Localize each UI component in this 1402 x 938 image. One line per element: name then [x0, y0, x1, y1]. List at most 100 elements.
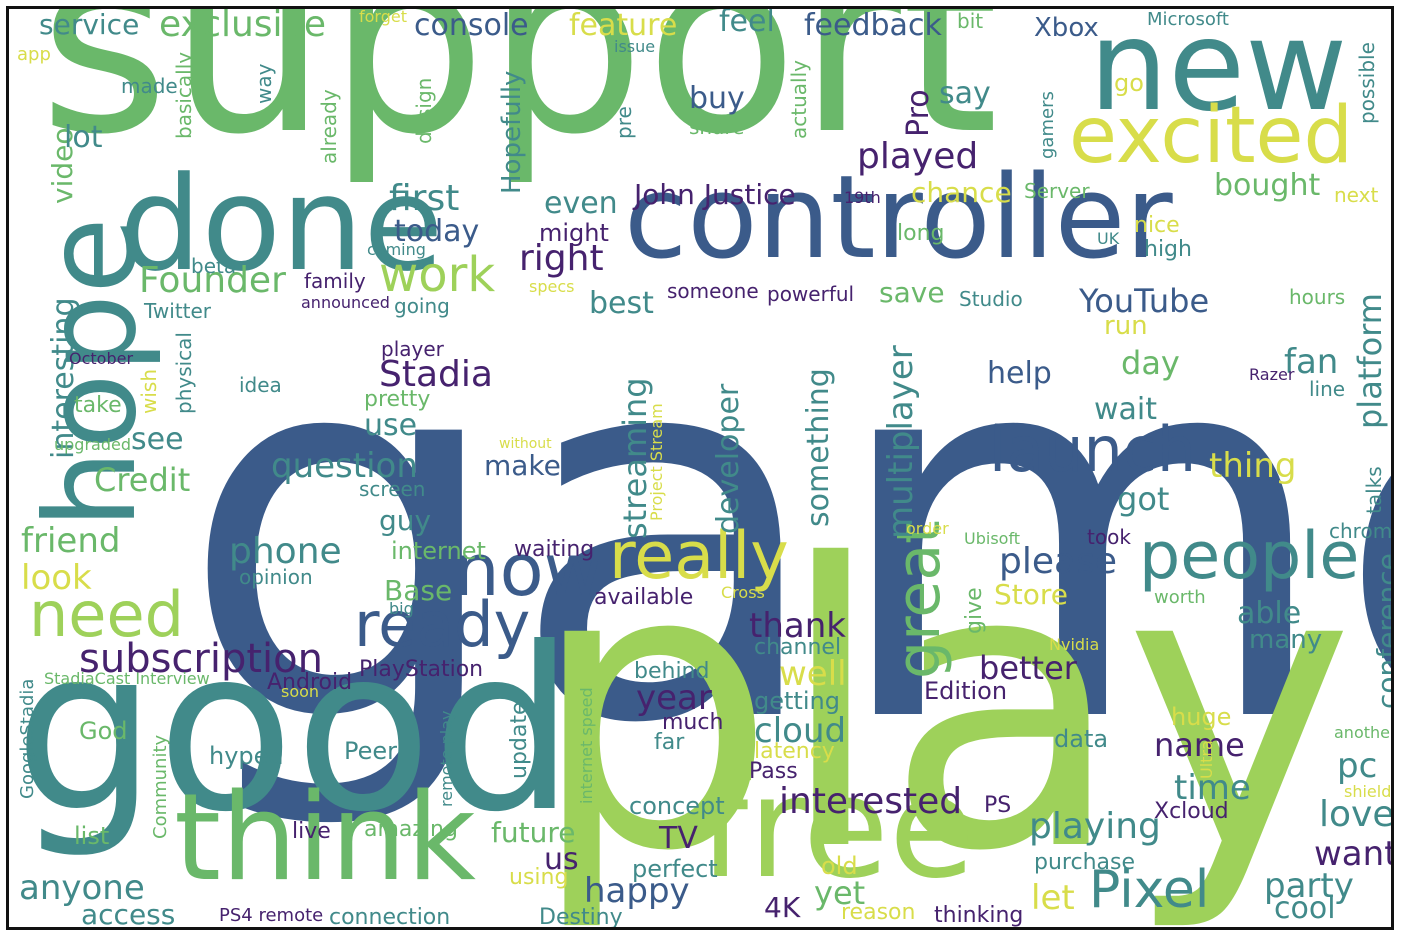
word-games: games: [179, 231, 1391, 837]
word-specs: specs: [529, 277, 575, 296]
word-cross: Cross: [721, 583, 765, 602]
word-family: family: [304, 269, 366, 293]
word-pass: Pass: [749, 759, 798, 784]
word-behind: behind: [634, 659, 710, 684]
word-wait: wait: [1094, 392, 1158, 427]
word-announced: announced: [301, 293, 390, 312]
word-gamers: gamers: [1037, 91, 1058, 159]
word-opinion: opinion: [239, 565, 313, 589]
word-ready: ready: [354, 588, 531, 661]
word-good: good: [14, 600, 575, 862]
word-buy: buy: [689, 81, 745, 116]
word-nvidia: Nvidia: [1049, 635, 1100, 654]
word-store: Store: [994, 578, 1069, 611]
word-without: without: [499, 436, 552, 452]
word-pc: pc: [1337, 746, 1378, 786]
word-waiting: waiting: [514, 537, 595, 562]
word-ps4-remote: PS4 remote: [219, 905, 324, 926]
word-4k: 4K: [764, 891, 801, 924]
word-talks: talks: [1362, 466, 1386, 514]
word-many: many: [1249, 625, 1323, 655]
word-see: see: [131, 422, 184, 457]
word-someone: someone: [667, 279, 759, 303]
word-googlestadia: GoogleStadia: [17, 678, 38, 799]
word-internet: internet: [391, 537, 486, 565]
word-huge: huge: [1171, 703, 1232, 731]
word-feedback: feedback: [804, 8, 942, 43]
word-twitter: Twitter: [144, 299, 212, 323]
word-able: able: [1237, 596, 1302, 631]
word-founder: Founder: [139, 260, 286, 301]
word-platform: platform: [1351, 293, 1389, 429]
word-basically: basically: [172, 51, 196, 139]
word-future: future: [491, 816, 576, 849]
word-issue: issue: [614, 37, 656, 56]
word-play: play: [529, 482, 1355, 930]
word-forget: forget: [359, 7, 407, 26]
word-right: right: [519, 238, 604, 279]
word-stadia: Stadia: [379, 354, 493, 395]
word-xbox: Xbox: [1034, 13, 1099, 43]
word-bought: bought: [1214, 168, 1321, 203]
word-another: another: [1334, 723, 1394, 742]
word-first: first: [389, 178, 460, 219]
word-give: give: [962, 587, 987, 634]
word-god: God: [79, 717, 128, 745]
word-let: let: [1031, 878, 1075, 918]
word-connection: connection: [329, 905, 451, 930]
word-channel: channel: [754, 635, 842, 660]
word-remote-play: remote play: [437, 710, 456, 807]
word-question: question: [271, 446, 418, 486]
word-latency: latency: [754, 739, 835, 764]
word-best: best: [589, 286, 654, 321]
word-friend: friend: [21, 521, 121, 561]
word-coming: coming: [367, 240, 426, 259]
word-line: line: [1309, 377, 1346, 401]
word-concept: concept: [629, 792, 725, 820]
word-free: free: [699, 747, 976, 910]
word-destiny: Destiny: [539, 905, 623, 930]
word-year: year: [636, 678, 712, 718]
word-playing: playing: [1029, 806, 1161, 847]
word-guy: guy: [379, 504, 432, 537]
word-shield: shield: [1344, 782, 1392, 801]
word-much: much: [662, 710, 724, 735]
word-app: app: [17, 44, 51, 65]
word-chance: chance: [911, 176, 1012, 209]
word-work: work: [379, 247, 496, 303]
word-base: Base: [384, 574, 453, 607]
word-us: us: [544, 842, 579, 877]
word-got: got: [1117, 480, 1170, 518]
word-bit: bit: [957, 9, 984, 33]
word-cloud-frame: gamesplaysupportgoodcontrollerhopenewfre…: [6, 6, 1394, 930]
word-reason: reason: [841, 900, 916, 925]
word-next: next: [1334, 183, 1379, 207]
word-order: order: [906, 519, 949, 538]
word-thinking: thinking: [934, 903, 1024, 928]
word-support: support: [39, 6, 999, 189]
word-exclusive: exclusive: [159, 6, 327, 45]
word-uk: UK: [1097, 229, 1120, 248]
word-hours: hours: [1289, 285, 1346, 309]
word-available: available: [594, 585, 694, 610]
word-microsoft: Microsoft: [1147, 9, 1229, 30]
word-yet: yet: [814, 874, 866, 912]
word-better: better: [979, 649, 1077, 687]
word-peer: Peer: [344, 737, 398, 765]
word-take: take: [74, 393, 122, 418]
word-phone: phone: [229, 531, 342, 572]
word-developer: developer: [711, 383, 746, 534]
word-say: say: [939, 76, 991, 111]
word-server: Server: [1024, 179, 1090, 203]
word-access: access: [81, 898, 176, 930]
word-john-justice: John Justice: [634, 178, 796, 211]
word-go: go: [1114, 69, 1144, 97]
word-pretty: pretty: [364, 387, 431, 412]
word-look: look: [21, 558, 92, 598]
word-possible: possible: [1355, 42, 1379, 124]
word-big: big: [389, 599, 414, 618]
word-playstation: PlayStation: [359, 657, 484, 682]
word-day: day: [1121, 344, 1180, 382]
word-list: list: [74, 822, 110, 850]
word-please: please: [999, 541, 1117, 582]
